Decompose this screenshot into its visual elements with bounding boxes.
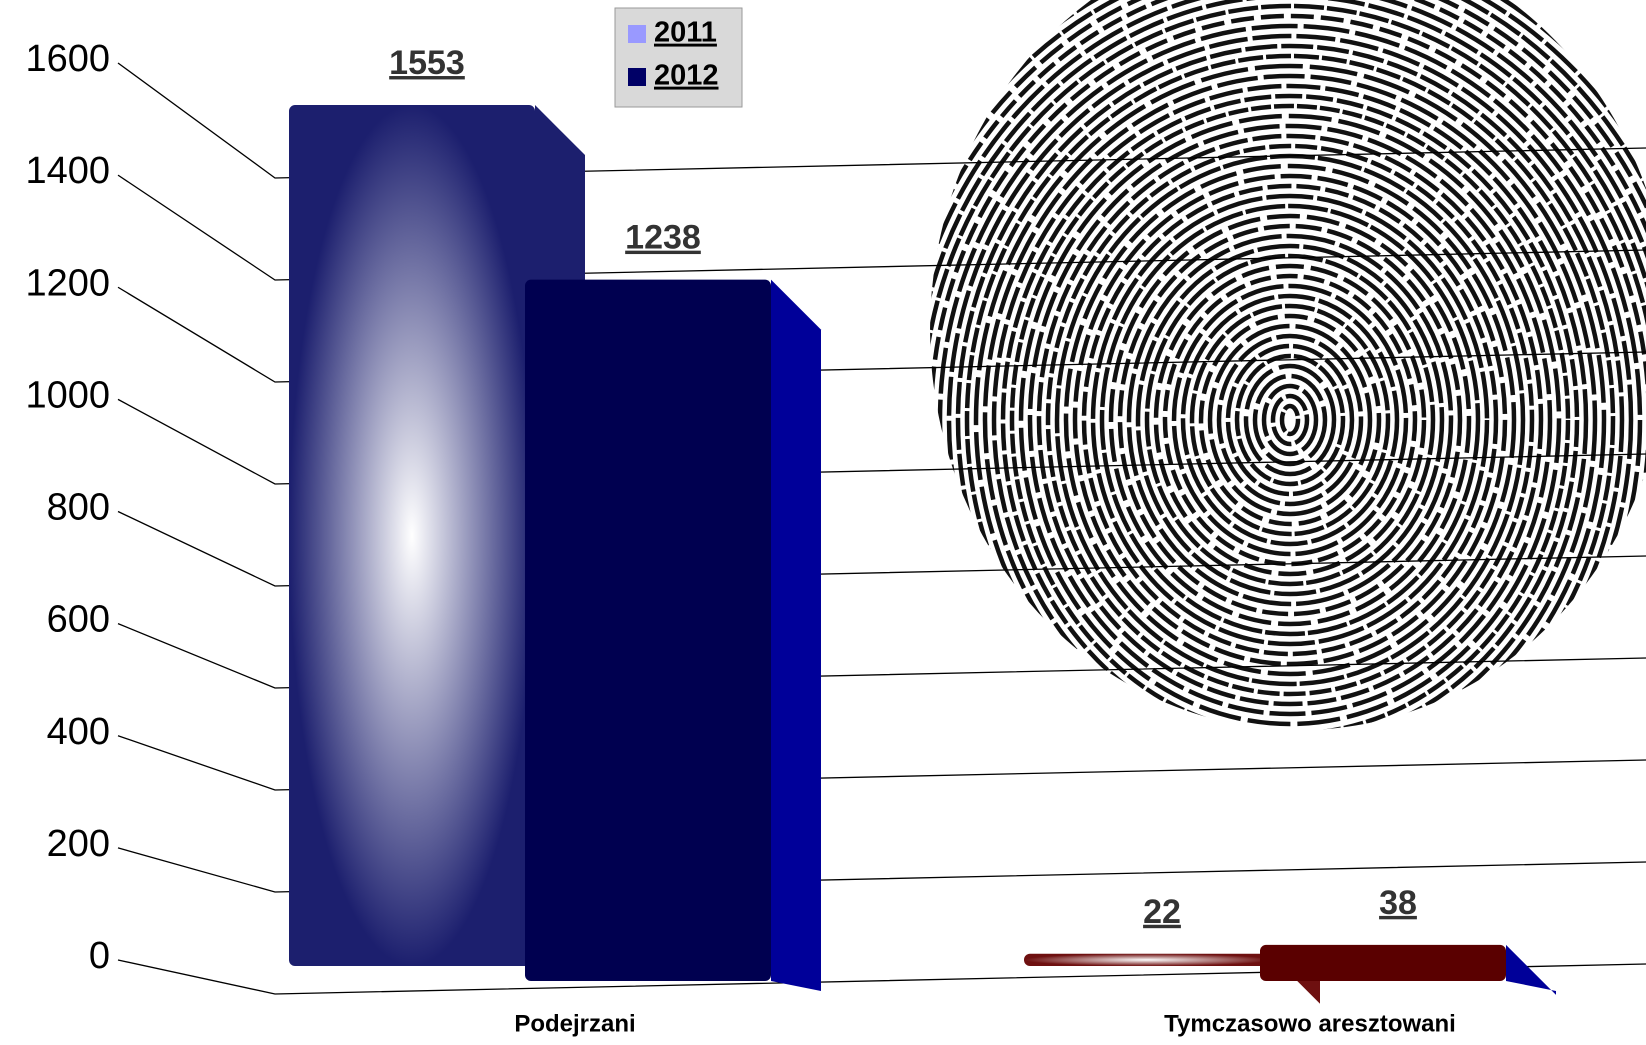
- y-tick-label: 200: [47, 823, 110, 865]
- bar: [1260, 944, 1506, 981]
- bar: [289, 105, 535, 967]
- legend: 2011 2012: [614, 7, 743, 108]
- legend-swatch: [628, 68, 646, 86]
- grid-line: [117, 398, 1646, 485]
- y-tick-label: 0: [89, 935, 110, 977]
- grid-line: [117, 623, 1646, 689]
- legend-box: [614, 7, 743, 108]
- y-tick-label: 1400: [25, 150, 110, 192]
- grid-line: [117, 847, 1646, 893]
- y-tick-label: 1200: [25, 262, 110, 304]
- legend-label: 2012: [654, 60, 719, 92]
- grid-line: [117, 510, 1646, 587]
- grid-line: [117, 62, 1646, 179]
- y-tick-label: 400: [47, 711, 110, 753]
- y-tick-label: 1600: [25, 38, 110, 80]
- grid-line: [117, 174, 1646, 281]
- value-label: 22: [1143, 893, 1181, 931]
- grid-line: [117, 959, 1646, 995]
- y-tick-label: 800: [47, 487, 110, 529]
- x-tick-label: Podejrzani: [514, 1010, 635, 1037]
- legend-swatch: [628, 25, 646, 43]
- value-label: 38: [1379, 884, 1417, 922]
- value-label: 1553: [389, 44, 465, 82]
- y-tick-label: 1000: [25, 374, 110, 416]
- fingerprint-image: [930, 0, 1646, 730]
- grid-line: [117, 735, 1646, 791]
- grid-line: [117, 286, 1646, 383]
- value-label: 1238: [625, 219, 701, 257]
- bar-side: [1506, 944, 1556, 995]
- y-tick-label: 600: [47, 599, 110, 641]
- bar-side: [771, 279, 821, 992]
- x-tick-label: Tymczasowo aresztowani: [1164, 1010, 1456, 1037]
- legend-label: 2011: [654, 17, 717, 49]
- bar: [525, 279, 771, 982]
- bar: [1024, 953, 1270, 966]
